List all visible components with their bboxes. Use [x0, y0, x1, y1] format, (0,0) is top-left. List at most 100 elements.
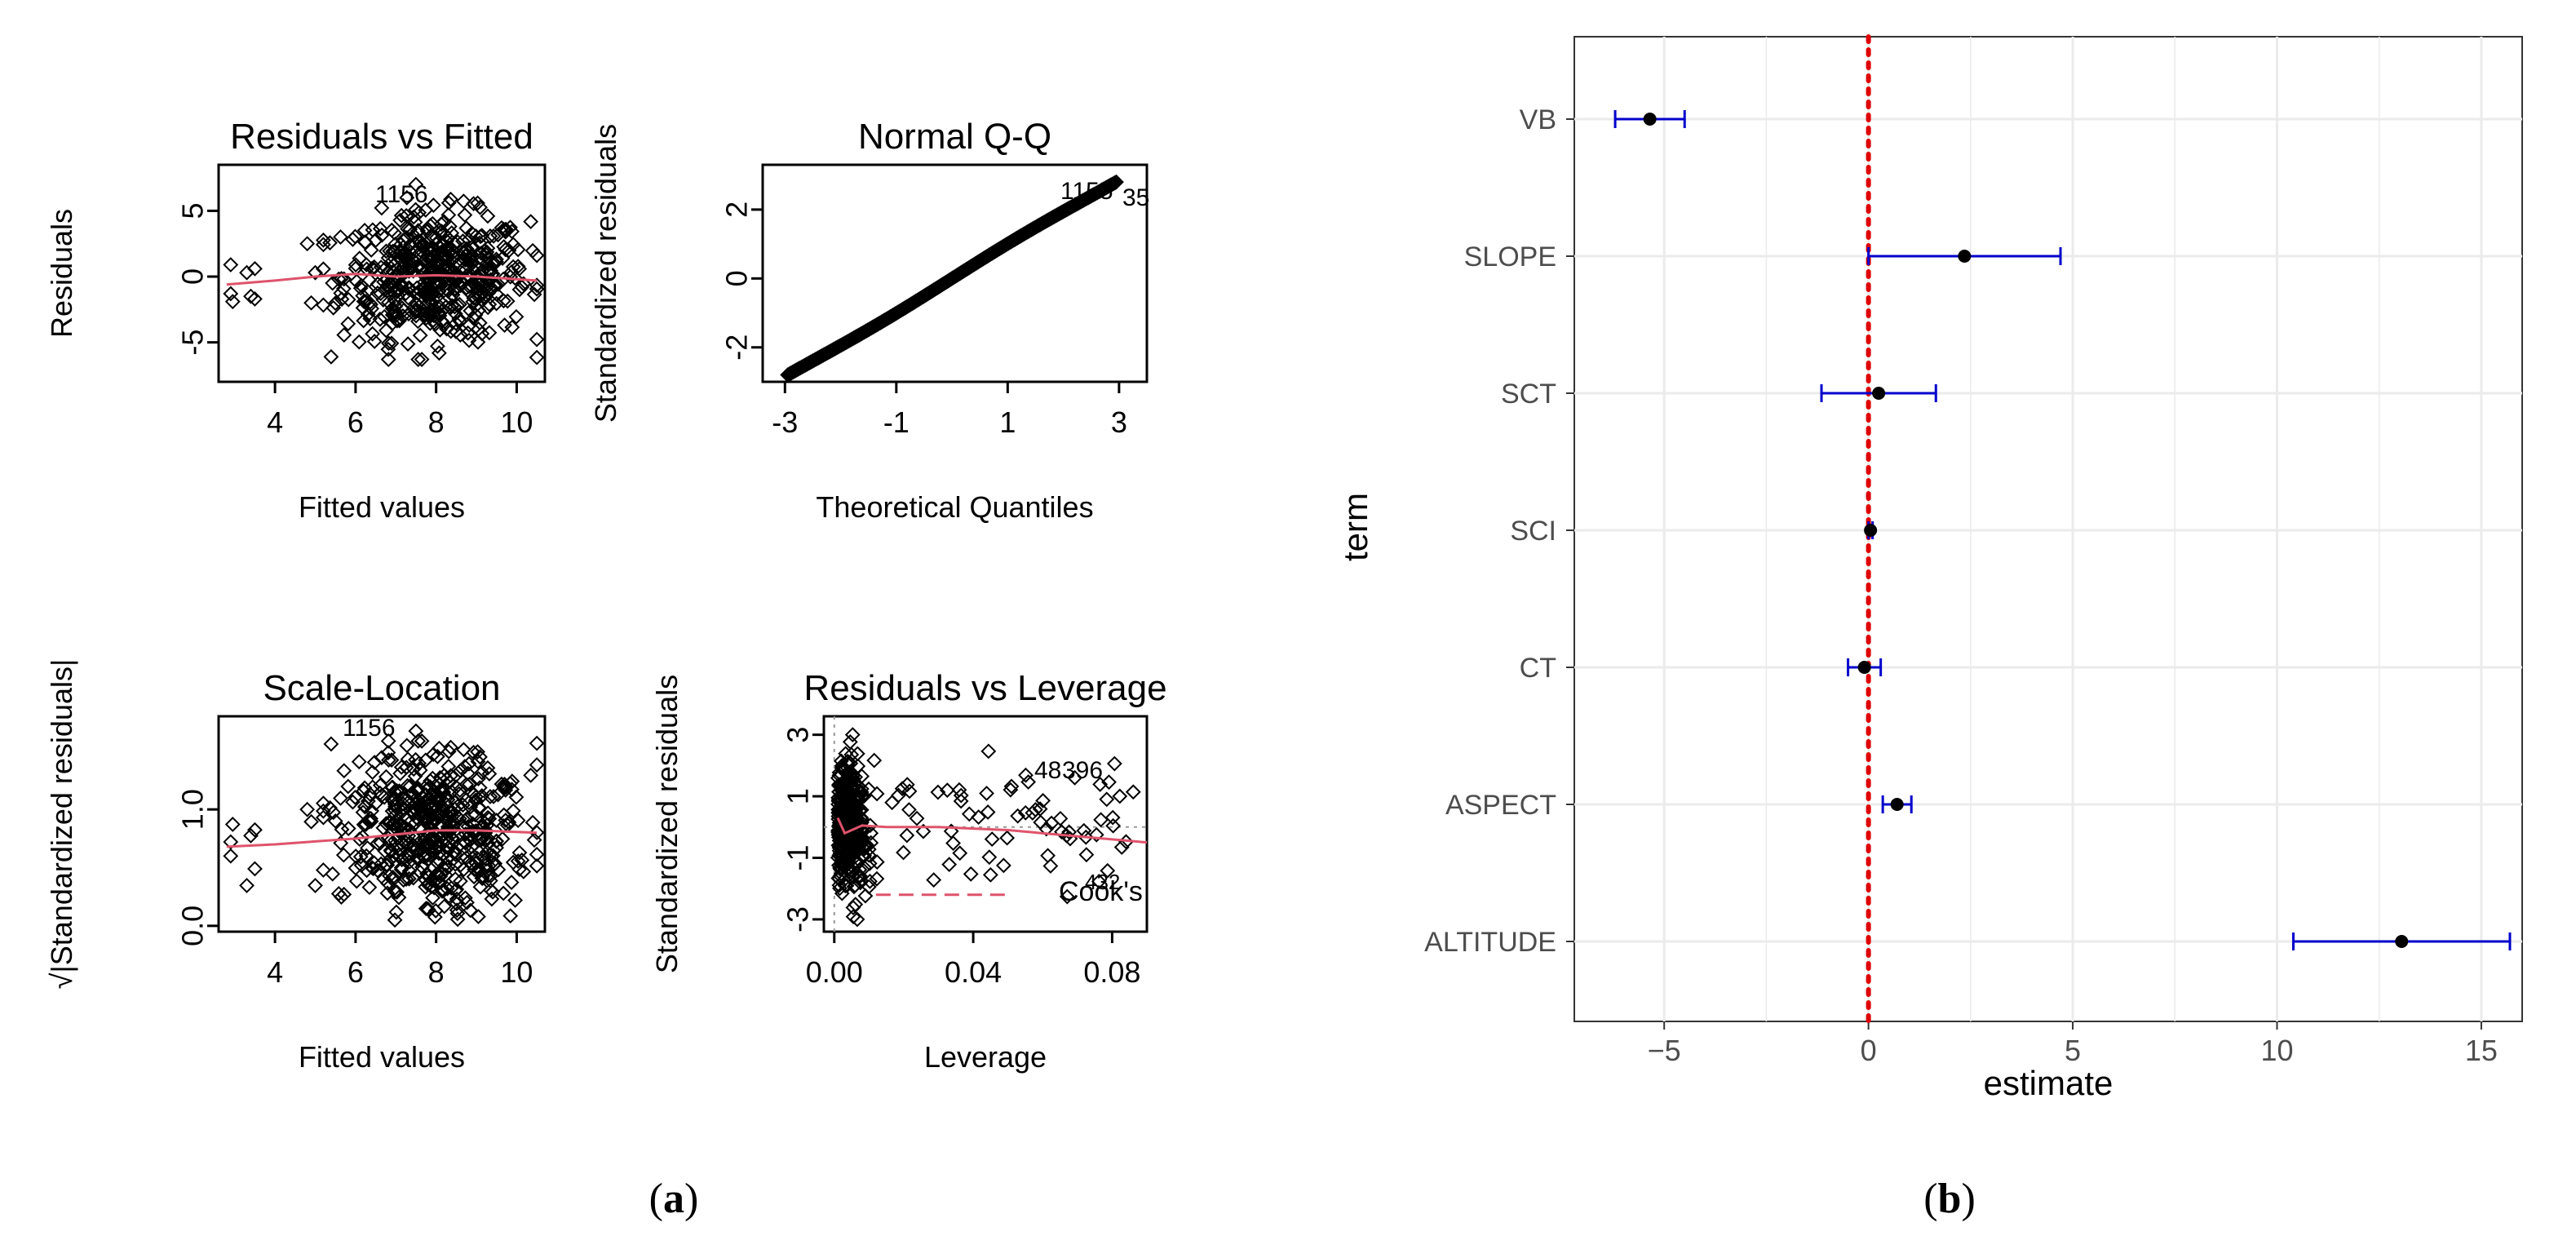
- data-point: [414, 733, 430, 749]
- data-point: [434, 236, 450, 252]
- data-point: [459, 267, 475, 283]
- plot-normal-qq: Normal Q-Q -3 -1 1 3 -2 0 2 Theoretical Quantile…: [589, 117, 1149, 524]
- data-point: [838, 870, 854, 886]
- data-point: [340, 316, 356, 332]
- data-point: [336, 271, 352, 287]
- data-point: [360, 840, 375, 856]
- data-point: [387, 304, 403, 321]
- data-point: [510, 241, 526, 258]
- data-point: [347, 848, 364, 864]
- data-point: [1010, 808, 1026, 824]
- data-point: [378, 322, 394, 339]
- data-point: [461, 795, 477, 811]
- x-axis-title: estimate: [1984, 1064, 2113, 1102]
- data-point: [394, 824, 409, 840]
- data-point: [223, 286, 239, 302]
- data-point: [334, 291, 350, 308]
- data-point: [939, 782, 955, 799]
- data-point: [854, 814, 870, 831]
- data-point: [451, 311, 467, 327]
- data-point: [408, 176, 424, 193]
- data-point: [373, 286, 389, 302]
- y-tick-label: 3: [781, 727, 815, 743]
- data-point: [380, 295, 396, 311]
- residuals-vs-fitted-ylabel: Residuals: [45, 209, 78, 338]
- data-point: [891, 787, 906, 804]
- data-point: [425, 890, 440, 906]
- data-point: [480, 760, 496, 776]
- data-point: [464, 225, 480, 241]
- y-tick-label: -3: [781, 906, 815, 932]
- data-point: [494, 250, 511, 266]
- data-point: [399, 229, 415, 246]
- data-point: [361, 272, 378, 288]
- data-point: [482, 228, 498, 244]
- data-point: [430, 838, 446, 854]
- normal-qq-frame: [761, 163, 1149, 383]
- data-point: [449, 234, 466, 250]
- data-point: [468, 228, 484, 244]
- data-point: [861, 781, 877, 797]
- data-point: [377, 843, 393, 859]
- data-point: [456, 820, 472, 836]
- data-point: [447, 282, 463, 298]
- data-point: [980, 743, 997, 760]
- data-point: [412, 843, 428, 859]
- data-point: [412, 327, 428, 343]
- data-point: [436, 882, 452, 898]
- x-tick-label: 10: [500, 405, 533, 439]
- data-point: [417, 286, 433, 303]
- data-point: [849, 746, 865, 762]
- data-point: [471, 303, 487, 318]
- data-point: [1088, 826, 1104, 843]
- residuals-vs-fitted-xlabel: Fitted values: [299, 490, 465, 524]
- data-point: [457, 207, 473, 223]
- data-point: [428, 854, 445, 870]
- data-point: [489, 254, 504, 270]
- data-point: [378, 769, 394, 785]
- data-point: [378, 816, 394, 831]
- data-point: [347, 789, 363, 805]
- data-point: [455, 742, 471, 758]
- data-point: [393, 207, 409, 224]
- data-point: [1032, 801, 1048, 817]
- data-point: [529, 277, 545, 294]
- data-point: [327, 295, 343, 312]
- data-point: [383, 335, 400, 352]
- data-point: [473, 820, 489, 835]
- data-point: [984, 831, 1000, 848]
- data-point: [514, 279, 530, 295]
- data-point: [462, 250, 478, 267]
- data-point: [1003, 778, 1020, 795]
- data-point: [451, 296, 467, 312]
- data-point: [399, 791, 415, 808]
- data-point: [866, 752, 883, 769]
- data-point: [1020, 774, 1037, 790]
- data-point: [315, 803, 331, 819]
- data-point: [982, 866, 998, 883]
- data-point: [389, 884, 405, 900]
- data-point: [315, 237, 331, 253]
- data-point: [362, 786, 378, 802]
- data-point: [464, 784, 480, 800]
- data-point: [842, 784, 857, 800]
- data-point: [499, 293, 516, 309]
- y-tick-label: 0.0: [176, 906, 210, 946]
- data-point: [1061, 824, 1078, 840]
- data-point: [505, 803, 521, 819]
- data-point: [510, 853, 526, 869]
- data-point: [334, 271, 349, 286]
- panel-b-coefficients: −5 0 5 10 15 VB SLOPE SCT SCI CT ASPECT ALTITUDE est…: [1336, 34, 2523, 1102]
- data-point: [374, 787, 390, 804]
- x-tick-label: −5: [1648, 1034, 1681, 1067]
- data-point: [511, 844, 528, 861]
- data-point: [849, 782, 865, 798]
- outlier-label: 432: [1085, 870, 1120, 894]
- data-point: [462, 249, 478, 265]
- data-point: [953, 793, 969, 809]
- data-point: [471, 800, 487, 816]
- data-point: [440, 840, 456, 857]
- data-point: [441, 219, 458, 234]
- data-point: [1052, 810, 1069, 826]
- data-point: [340, 821, 356, 836]
